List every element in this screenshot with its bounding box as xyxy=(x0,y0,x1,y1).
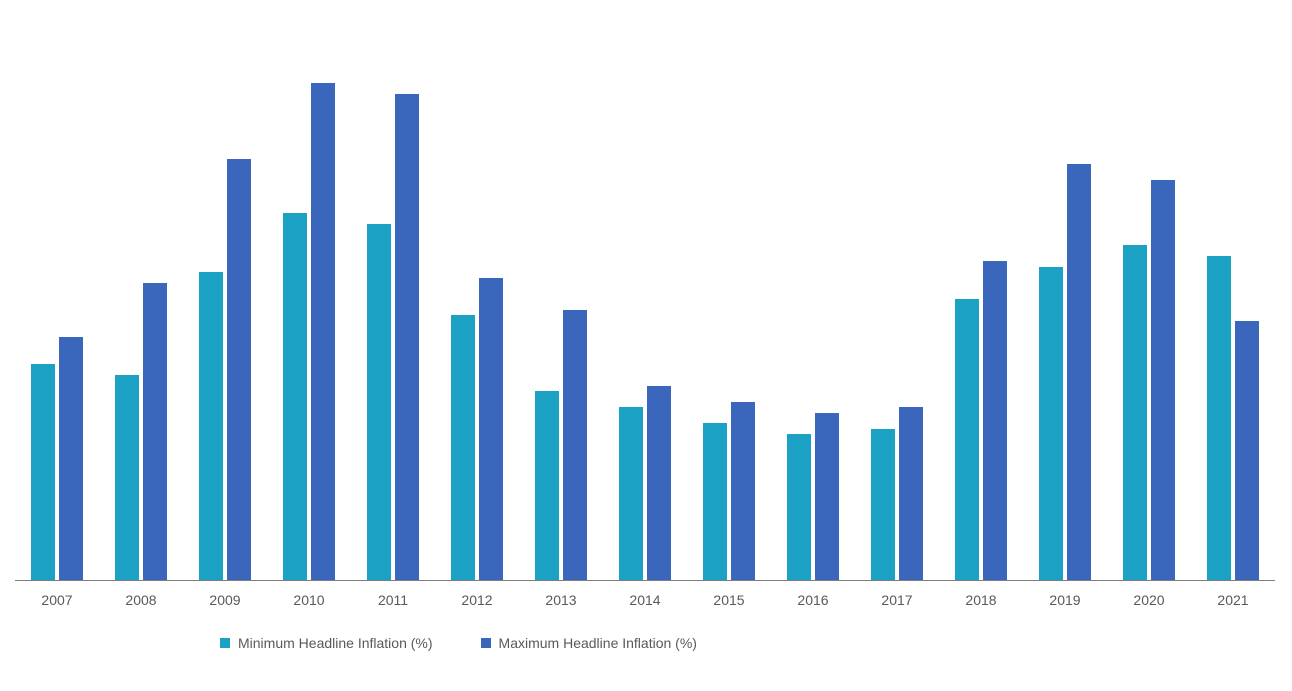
bar xyxy=(647,386,671,580)
bar xyxy=(143,283,167,580)
bar xyxy=(451,315,475,580)
x-tick-label: 2018 xyxy=(965,592,996,608)
bar xyxy=(395,94,419,580)
bar xyxy=(871,429,895,580)
x-tick-label: 2014 xyxy=(629,592,660,608)
bar xyxy=(31,364,55,580)
bar xyxy=(311,83,335,580)
bar xyxy=(1235,321,1259,580)
bar xyxy=(955,299,979,580)
bar xyxy=(1067,164,1091,580)
bar xyxy=(619,407,643,580)
bar xyxy=(731,402,755,580)
bar xyxy=(1207,256,1231,580)
x-tick-label: 2007 xyxy=(41,592,72,608)
x-tick-label: 2019 xyxy=(1049,592,1080,608)
legend: Minimum Headline Inflation (%) Maximum He… xyxy=(220,635,697,651)
bar xyxy=(479,278,503,580)
bar xyxy=(787,434,811,580)
bar-chart: 2007 2008 2009 2010 2011 2012 2013 2014 2015 2016… xyxy=(0,0,1292,691)
x-tick-label: 2010 xyxy=(293,592,324,608)
legend-item: Minimum Headline Inflation (%) xyxy=(220,635,433,651)
bar xyxy=(1123,245,1147,580)
x-tick-label: 2012 xyxy=(461,592,492,608)
bar xyxy=(227,159,251,580)
bar xyxy=(59,337,83,580)
x-tick-label: 2009 xyxy=(209,592,240,608)
bar xyxy=(1039,267,1063,580)
legend-label: Minimum Headline Inflation (%) xyxy=(238,635,433,651)
bar xyxy=(563,310,587,580)
bar xyxy=(115,375,139,580)
legend-label: Maximum Headline Inflation (%) xyxy=(499,635,697,651)
bar xyxy=(983,261,1007,580)
x-tick-label: 2020 xyxy=(1133,592,1164,608)
bar xyxy=(815,413,839,580)
x-tick-label: 2017 xyxy=(881,592,912,608)
bar xyxy=(899,407,923,580)
legend-swatch xyxy=(481,638,491,648)
bar xyxy=(367,224,391,580)
bar xyxy=(283,213,307,580)
x-tick-label: 2021 xyxy=(1217,592,1248,608)
x-axis xyxy=(15,580,1275,581)
x-tick-label: 2015 xyxy=(713,592,744,608)
legend-item: Maximum Headline Inflation (%) xyxy=(481,635,697,651)
x-tick-label: 2008 xyxy=(125,592,156,608)
bar xyxy=(199,272,223,580)
bar xyxy=(1151,180,1175,580)
x-tick-label: 2011 xyxy=(378,592,408,608)
bar xyxy=(535,391,559,580)
legend-swatch xyxy=(220,638,230,648)
bar xyxy=(703,423,727,580)
x-tick-label: 2013 xyxy=(545,592,576,608)
x-tick-label: 2016 xyxy=(797,592,828,608)
plot-area xyxy=(15,40,1275,580)
